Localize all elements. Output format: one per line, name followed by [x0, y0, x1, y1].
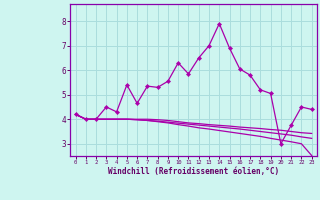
X-axis label: Windchill (Refroidissement éolien,°C): Windchill (Refroidissement éolien,°C)	[108, 167, 279, 176]
